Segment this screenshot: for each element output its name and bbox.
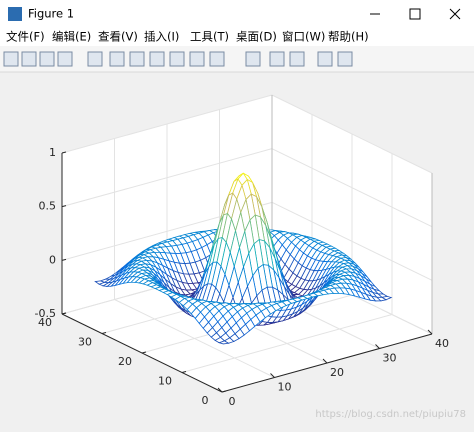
grid-line xyxy=(271,94,433,174)
x-tick xyxy=(322,358,328,364)
y-tick-label: 10 xyxy=(158,375,172,388)
z-tick-label: 0 xyxy=(49,253,56,266)
tool-button[interactable] xyxy=(149,51,165,67)
menu-bar xyxy=(0,28,474,46)
menu-item[interactable]: 窗口(W) xyxy=(282,30,325,44)
tool-button[interactable] xyxy=(169,51,185,67)
x-tick xyxy=(217,387,223,393)
y-tick-label: 40 xyxy=(38,316,52,329)
tool-button[interactable] xyxy=(109,51,125,67)
x-tick xyxy=(427,329,433,335)
close-button[interactable] xyxy=(449,8,461,20)
y-tick xyxy=(101,332,107,334)
tool-button[interactable] xyxy=(21,51,37,67)
z-tick-label: 0.5 xyxy=(39,200,57,213)
y-tick-label: 20 xyxy=(118,355,132,368)
tool-button[interactable] xyxy=(245,51,261,67)
x-tick-label: 10 xyxy=(278,381,292,394)
menu-item[interactable]: 文件(F) xyxy=(6,30,45,44)
grid-line xyxy=(61,148,273,208)
tool-button[interactable] xyxy=(189,51,205,67)
z-tick xyxy=(61,205,67,208)
grid-line xyxy=(181,314,393,373)
tool-button[interactable] xyxy=(87,51,103,67)
grid-line xyxy=(61,94,273,154)
x-tick-label: 40 xyxy=(435,337,449,350)
y-tick xyxy=(141,351,147,354)
z-tick-label: 1 xyxy=(49,146,56,159)
tool-button[interactable] xyxy=(317,51,333,67)
y-tick-label: 0 xyxy=(202,394,209,407)
window-title: Figure 1 xyxy=(28,7,74,21)
menu-item[interactable]: 插入(I) xyxy=(144,30,179,44)
z-tick-label: -0.5 xyxy=(35,307,56,320)
menu-item[interactable]: 编辑(E) xyxy=(52,30,91,44)
tool-button[interactable] xyxy=(129,51,145,67)
x-tick xyxy=(270,373,275,378)
maximize-button[interactable] xyxy=(409,8,421,20)
toolbar-buttons xyxy=(3,51,353,67)
z-tick xyxy=(61,312,67,315)
y-tick-label: 30 xyxy=(78,336,92,349)
x-tick-label: 20 xyxy=(330,366,344,379)
tool-button[interactable] xyxy=(57,51,73,67)
x-tick-label: 30 xyxy=(383,352,397,365)
grid-line xyxy=(271,201,433,281)
menu-item[interactable]: 工具(T) xyxy=(190,30,229,44)
menu-items: 文件(F) 编辑(E) 查看(V) 插入(I) 工具(T) 桌面(D) 窗口(W) 帮助(H) xyxy=(6,30,369,44)
tool-button[interactable] xyxy=(269,51,285,67)
menu-item[interactable]: 帮助(H) xyxy=(328,30,369,44)
tool-button[interactable] xyxy=(337,51,353,67)
z-tick xyxy=(61,258,67,261)
watermark: https://blog.csdn.net/piupiu78 xyxy=(315,409,466,420)
tool-button[interactable] xyxy=(39,51,55,67)
toolbar xyxy=(0,46,474,72)
y-tick xyxy=(181,371,187,373)
title-bar xyxy=(0,0,474,28)
x-tick-label: 0 xyxy=(229,395,236,408)
x-tick xyxy=(375,344,380,349)
grid-line xyxy=(271,148,433,228)
mesh xyxy=(94,172,393,345)
tool-button[interactable] xyxy=(289,51,305,67)
tool-button[interactable] xyxy=(209,51,225,67)
menu-item[interactable]: 桌面(D) xyxy=(236,30,277,44)
tool-button[interactable] xyxy=(3,51,19,67)
z-tick xyxy=(61,151,67,154)
mesh-face xyxy=(217,340,230,345)
menu-item[interactable]: 查看(V) xyxy=(98,30,138,44)
app-icon xyxy=(8,7,22,21)
y-tick xyxy=(221,390,227,393)
